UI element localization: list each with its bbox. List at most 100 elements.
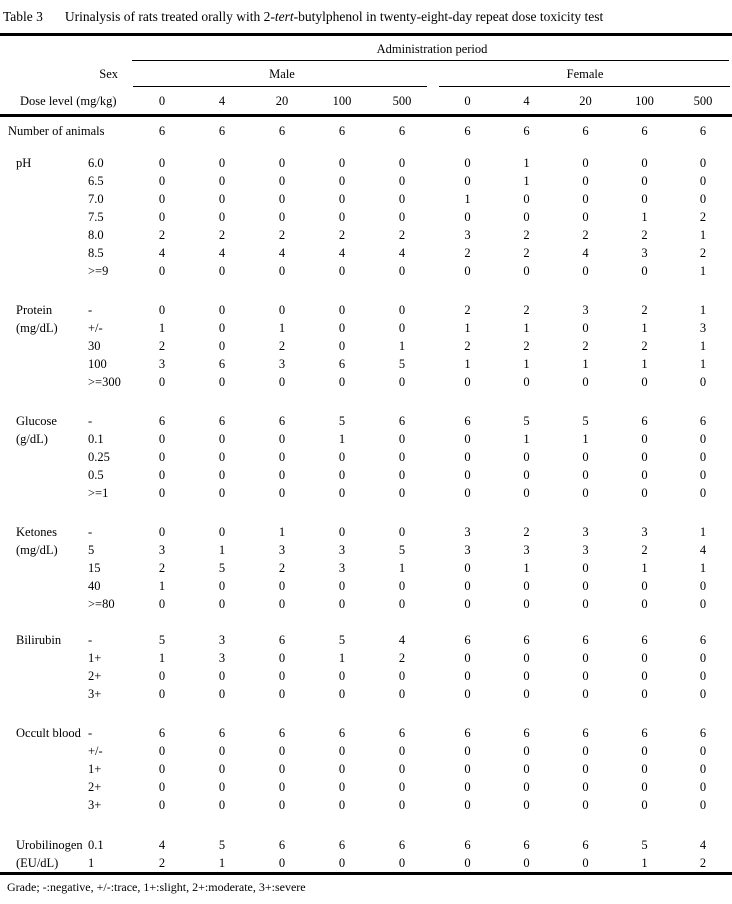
data-cell: 0 (582, 155, 589, 170)
table-header: Administration period Sex Male Female Do… (0, 35, 732, 117)
section-name-empty (0, 355, 84, 373)
data-cell: 0 (582, 191, 589, 206)
data-cell: 4 (158, 837, 166, 852)
table-row: (EU/dL) 1 2 1 0 0 0 0 0 0 1 2 (0, 854, 732, 872)
data-cell: 0 (641, 263, 648, 278)
section-unit: (EU/dL) (16, 855, 59, 870)
data-cell: 2 (641, 302, 648, 317)
data-cell: 0 (582, 320, 589, 335)
table-row: 2+ 0 0 0 0 0 0 0 0 0 0 (0, 667, 732, 685)
table-row: Urobilinogen 0.1 4 5 6 6 6 6 6 6 5 4 (0, 836, 732, 854)
data-cell: 0 (464, 668, 471, 683)
table-row: >=300 0 0 0 0 0 0 0 0 0 0 (0, 373, 732, 391)
data-cell: 3 (278, 356, 286, 371)
data-cell: 0 (218, 779, 226, 794)
data-cell: 6 (398, 837, 406, 852)
female-header: Female (438, 61, 732, 87)
dose-level-label: Dose level (mg/kg) (0, 87, 132, 117)
data-cell: 3 (582, 524, 589, 539)
data-cell: 0 (278, 449, 286, 464)
data-cell: 0 (338, 761, 346, 776)
section-name: Urobilinogen (16, 837, 83, 852)
data-cell: 4 (218, 245, 226, 260)
data-cell: 6 (464, 837, 471, 852)
data-cell: 0 (464, 855, 471, 870)
data-cell: 0 (218, 524, 226, 539)
data-cell: 0 (158, 155, 166, 170)
table-row: 15 2 5 2 3 1 0 1 0 1 1 (0, 559, 732, 577)
data-cell: 0 (699, 449, 707, 464)
data-cell: 0 (699, 578, 707, 593)
data-cell: 2 (338, 227, 346, 242)
data-cell: 0 (464, 431, 471, 446)
grade-label: +/- (88, 743, 103, 758)
data-cell: 2 (158, 227, 166, 242)
data-cell: 0 (464, 467, 471, 482)
data-cell: 0 (218, 761, 226, 776)
dose-value: 4 (497, 87, 556, 117)
data-cell: 2 (278, 338, 286, 353)
table-row: 6.5 0 0 0 0 0 0 1 0 0 0 (0, 172, 732, 190)
data-cell: 1 (699, 263, 707, 278)
data-cell: 0 (582, 650, 589, 665)
dose-value: 20 (252, 87, 312, 117)
data-cell: 0 (338, 191, 346, 206)
data-cell: 3 (699, 320, 707, 335)
grade-label: - (88, 302, 93, 317)
data-cell: 2 (699, 855, 707, 870)
data-cell: 0 (641, 431, 648, 446)
data-cell: 0 (699, 374, 707, 389)
data-cell: 1 (523, 173, 530, 188)
data-cell: 0 (218, 467, 226, 482)
data-cell: 0 (158, 302, 166, 317)
data-cell: 0 (464, 485, 471, 500)
grade-label: - (88, 524, 93, 539)
grade-label: 0.25 (88, 449, 110, 464)
grade-label: >=1 (88, 485, 109, 500)
data-cell: 0 (218, 743, 226, 758)
section-spacer (0, 140, 732, 154)
table-row: 0.25 0 0 0 0 0 0 0 0 0 0 (0, 448, 732, 466)
section-name-empty (0, 559, 84, 577)
grade-label: 5 (88, 542, 95, 557)
data-cell: 0 (218, 191, 226, 206)
data-cell: 6 (699, 123, 707, 138)
data-cell: 0 (278, 779, 286, 794)
data-cell: 0 (278, 302, 286, 317)
section-spacer (0, 613, 732, 631)
data-cell: 0 (641, 449, 648, 464)
data-cell: 0 (158, 668, 166, 683)
table-row: (g/dL) 0.1 0 0 0 1 0 0 1 1 0 0 (0, 430, 732, 448)
table-row: Occult blood - 6 6 6 6 6 6 6 6 6 6 (0, 724, 732, 742)
data-cell: 0 (278, 761, 286, 776)
data-cell: 0 (398, 743, 406, 758)
table-row: >=9 0 0 0 0 0 0 0 0 0 1 (0, 262, 732, 280)
data-cell: 6 (278, 413, 286, 428)
data-cell: 0 (398, 449, 406, 464)
data-cell: 0 (278, 209, 286, 224)
table-row: (mg/dL) +/- 1 0 1 0 0 1 1 0 1 3 (0, 319, 732, 337)
data-cell: 2 (641, 338, 648, 353)
section-name-empty (0, 667, 84, 685)
table-row: 7.0 0 0 0 0 0 1 0 0 0 0 (0, 190, 732, 208)
data-cell: 0 (218, 320, 226, 335)
data-cell: 0 (218, 578, 226, 593)
data-cell: 0 (398, 374, 406, 389)
table-row: 3+ 0 0 0 0 0 0 0 0 0 0 (0, 685, 732, 703)
data-cell: 0 (158, 761, 166, 776)
data-cell: 0 (582, 374, 589, 389)
data-cell: 0 (582, 263, 589, 278)
row-label-number-of-animals: Number of animals (8, 123, 105, 138)
data-cell: 2 (218, 227, 226, 242)
data-cell: 3 (641, 524, 648, 539)
data-cell: 0 (218, 338, 226, 353)
data-cell: 0 (464, 743, 471, 758)
data-cell: 0 (464, 797, 471, 812)
data-cell: 0 (278, 686, 286, 701)
data-cell: 3 (338, 542, 346, 557)
data-cell: 0 (699, 431, 707, 446)
data-cell: 0 (464, 155, 471, 170)
data-cell: 1 (699, 356, 707, 371)
data-cell: 6 (464, 413, 471, 428)
data-cell: 2 (523, 245, 530, 260)
